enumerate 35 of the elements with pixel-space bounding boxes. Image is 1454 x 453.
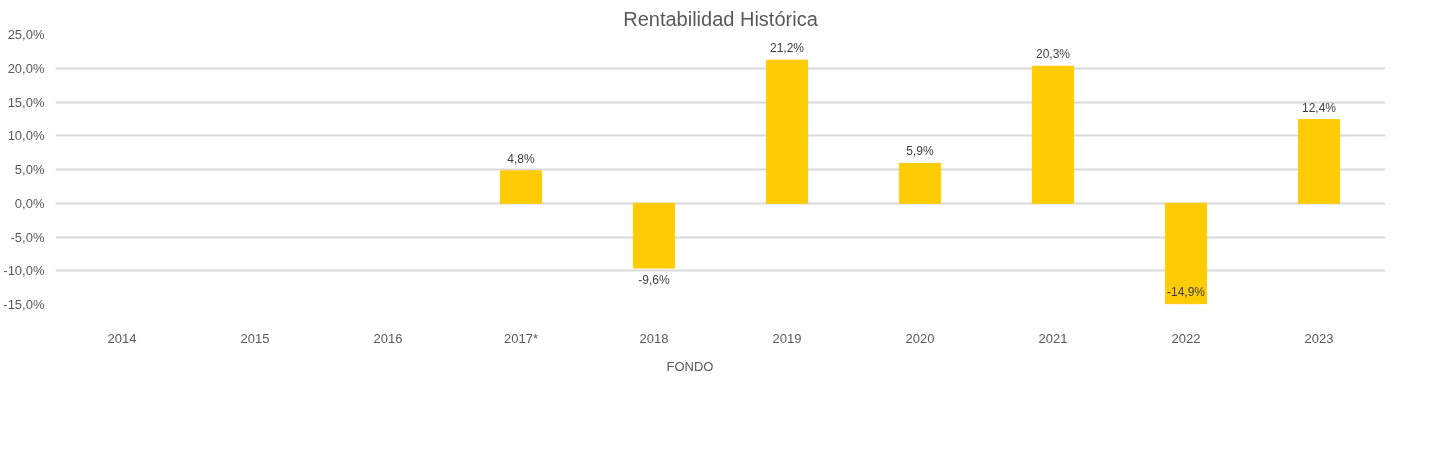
- data-label: -14,9%: [1166, 284, 1206, 299]
- bar: [499, 170, 543, 204]
- data-label: 4,8%: [507, 151, 536, 166]
- data-label: 12,4%: [1301, 100, 1337, 115]
- data-label: 21,2%: [769, 41, 805, 56]
- bar: [898, 162, 942, 204]
- y-tick-label: -5,0%: [10, 229, 45, 245]
- chart-title: Rentabilidad Histórica: [623, 7, 819, 30]
- x-tick-label: 2023: [1304, 330, 1334, 346]
- data-label: 5,9%: [906, 144, 935, 159]
- bar: [1031, 65, 1075, 204]
- bar: [765, 59, 809, 204]
- x-tick-label: 2022: [1171, 330, 1201, 346]
- x-tick-label: 2019: [772, 330, 802, 346]
- y-tick-label: -15,0%: [3, 297, 45, 312]
- y-tick-label: 20,0%: [7, 60, 45, 76]
- x-tick-label: 2021: [1038, 330, 1068, 346]
- y-tick-label: -10,0%: [3, 263, 45, 279]
- y-tick-label: 0,0%: [14, 195, 45, 211]
- x-tick-label: 2017*: [504, 330, 538, 346]
- data-label: -9,6%: [638, 273, 670, 288]
- x-tick-label: 2015: [240, 330, 270, 346]
- x-tick-label: 2018: [639, 330, 669, 346]
- x-tick-label: 2014: [107, 330, 137, 346]
- y-tick-label: 10,0%: [7, 128, 45, 144]
- bar: [1297, 119, 1341, 204]
- text: FONDO: [666, 358, 714, 374]
- x-tick-label: 2016: [373, 330, 403, 346]
- x-tick-label: 2020: [905, 330, 935, 346]
- bar: [632, 202, 676, 269]
- y-tick-label: 25,0%: [7, 27, 45, 42]
- y-tick-label: 15,0%: [7, 94, 45, 110]
- data-label: 20,3%: [1035, 47, 1071, 62]
- y-tick-label: 5,0%: [14, 162, 45, 177]
- bar: [1164, 202, 1208, 305]
